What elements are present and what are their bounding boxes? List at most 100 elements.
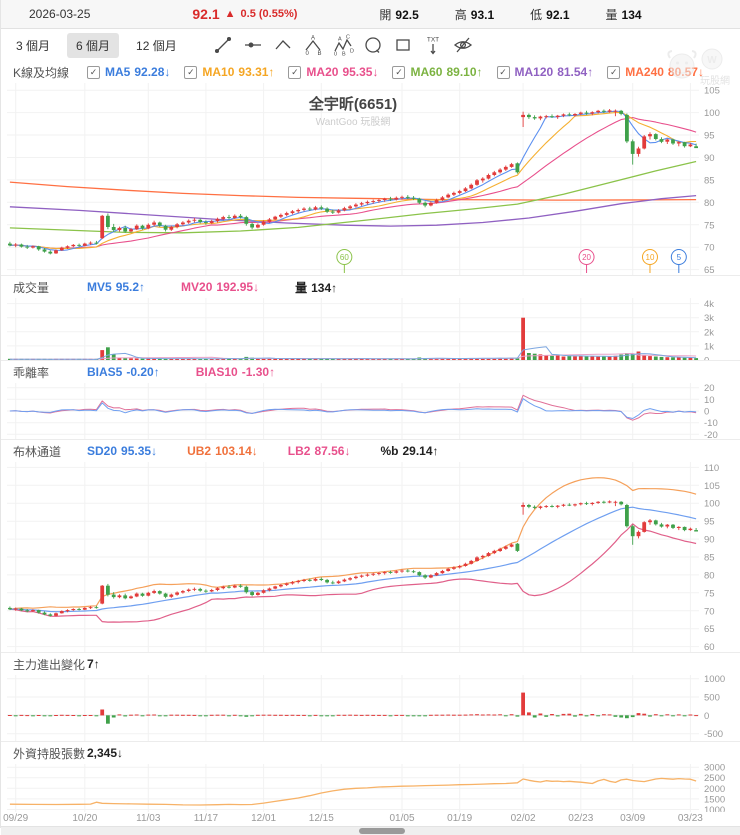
price-change: 0.5 (0.55%) [240,8,298,20]
bollinger-indicator-row: 布林通道 SD20 95.35↓ UB2 103.14↓ LB2 87.56↓ %b 2… [1,439,740,462]
ma10-legend: ✓ MA10 93.31↑ [184,65,274,79]
svg-text:90: 90 [704,535,715,546]
bias10-legend: BIAS10 -1.30↑ [195,365,276,379]
x-axis-label: 10/20 [72,813,98,824]
hide-drawings-icon[interactable] [448,32,478,58]
last-price: 92.1 [192,6,220,22]
quote-bar: 2026-03-25 92.1 ▲ 0.5 (0.55%) 開 92.5 高 93.… [1,0,740,29]
horizontal-line-icon[interactable] [238,32,268,58]
svg-text:60: 60 [340,253,349,262]
x-axis-label: 11/17 [193,813,219,824]
ma20-checkbox[interactable]: ✓ [288,65,302,79]
scrollbar-thumb[interactable] [359,828,405,834]
x-axis-label: 01/05 [389,813,415,824]
foreign-chart-canvas[interactable]: 3000 2500 2000 1500 1000 [1,764,740,812]
svg-text:B: B [342,52,346,57]
trend-line-icon[interactable] [208,32,238,58]
lb2-legend: LB2 87.56↓ [287,444,351,458]
svg-text:70: 70 [704,243,715,254]
svg-text:100: 100 [704,499,720,510]
ellipse-tool-icon[interactable] [358,32,388,58]
svg-text:105: 105 [704,481,720,492]
x-axis-label: 03/23 [677,813,703,824]
ma10-checkbox[interactable]: ✓ [184,65,198,79]
x-axis-label: 02/23 [568,813,594,824]
svg-text:20: 20 [704,383,715,394]
svg-text:110: 110 [704,463,719,474]
svg-text:85: 85 [704,175,715,186]
svg-text:65: 65 [704,624,715,635]
high-quote: 高 93.1 [454,7,495,22]
svg-text:2500: 2500 [704,773,725,784]
svg-text:1000: 1000 [704,805,725,812]
text-tool-icon[interactable]: TXT [418,32,448,58]
ma240-checkbox[interactable]: ✓ [607,65,621,79]
volume-quote: 量 134 [605,7,642,22]
ma120-legend: ✓ MA120 81.54↑ [496,65,593,79]
ma5-legend: ✓ MA5 92.28↓ [87,65,170,79]
svg-text:0: 0 [334,52,337,57]
x-axis-label: 02/02 [510,813,536,824]
period-12m-button[interactable]: 12 個月 [136,38,177,53]
mainforce-value: 7↑ [87,657,100,671]
x-axis: 09/29 10/20 11/03 11/17 12/01 12/15 01/05 01/19… [1,812,740,826]
boll-chart-canvas[interactable]: 110 105 100 95 90 85 80 75 70 65 60 [1,462,740,652]
mainforce-section-label: 主力進出變化 [13,657,86,672]
svg-text:B: B [317,51,321,56]
svg-text:95: 95 [704,517,715,528]
ma120-checkbox[interactable]: ✓ [496,65,510,79]
x-axis-label: 09/29 [3,813,29,824]
svg-text:65: 65 [704,265,715,275]
ma5-checkbox[interactable]: ✓ [87,65,100,79]
mv20-legend: MV20 192.95↓ [181,280,260,294]
ub2-legend: UB2 103.14↓ [187,444,258,458]
low-quote: 低 92.1 [530,7,570,22]
abc-pattern-icon[interactable]: A 0 B [298,32,328,58]
svg-text:0: 0 [704,407,709,418]
svg-text:2k: 2k [704,327,714,338]
svg-text:WantGoo 玩股網: WantGoo 玩股網 [316,115,391,128]
x-axis-label: 03/09 [620,813,646,824]
foreign-indicator-row: 外資持股張數 2,345↓ [1,741,740,764]
h-scrollbar[interactable] [1,826,740,835]
volume-value-legend: 量 134↑ [295,280,338,295]
bias5-legend: BIAS5 -0.20↑ [87,365,160,379]
percent-b-legend: %b 29.14↑ [380,444,439,458]
rectangle-tool-icon[interactable] [388,32,418,58]
mainforce-indicator-row: 主力進出變化 7↑ [1,652,740,675]
ma20-legend: ✓ MA20 95.35↓ [288,65,378,79]
ma60-checkbox[interactable]: ✓ [392,65,406,79]
force-chart-canvas[interactable]: 1000 500 0 -500 [1,675,740,741]
svg-text:-10: -10 [704,418,718,429]
angle-line-icon[interactable] [268,32,298,58]
svg-text:-20: -20 [704,430,718,439]
svg-text:4k: 4k [704,299,714,310]
svg-text:85: 85 [704,553,715,564]
svg-text:80: 80 [704,570,715,581]
svg-text:C: C [346,35,350,41]
volume-chart-canvas[interactable]: 4k 3k 2k 1k 0 [1,298,740,360]
main-chart-canvas[interactable]: 105 100 95 90 85 80 75 70 65 全宇昕(6651) WantGoo 玩股網… [1,83,740,275]
kline-indicator-row: K線及均線 ✓ MA5 92.28↓ ✓ MA10 93.31↑ ✓ MA20 95.35↓… [1,61,740,83]
period-3m-button[interactable]: 3 個月 [16,38,51,53]
svg-text:0: 0 [704,356,709,361]
svg-text:全宇昕(6651): 全宇昕(6651) [308,95,397,113]
svg-text:90: 90 [704,153,715,164]
x-axis-label: 12/01 [251,813,277,824]
svg-text:1k: 1k [704,341,714,352]
svg-text:3000: 3000 [704,764,725,774]
svg-text:500: 500 [704,693,720,704]
ma60-legend: ✓ MA60 89.10↑ [392,65,483,79]
svg-text:5: 5 [677,253,682,262]
svg-text:A: A [338,37,342,43]
period-6m-button[interactable]: 6 個月 [67,32,120,58]
open-quote: 開 92.5 [379,7,419,22]
trade-date: 2026-03-25 [29,7,91,21]
foreign-value: 2,345↓ [87,746,124,760]
svg-text:2000: 2000 [704,784,725,795]
svg-text:A: A [311,36,315,42]
bias-chart-canvas[interactable]: 20 10 0 -10 -20 [1,383,740,439]
